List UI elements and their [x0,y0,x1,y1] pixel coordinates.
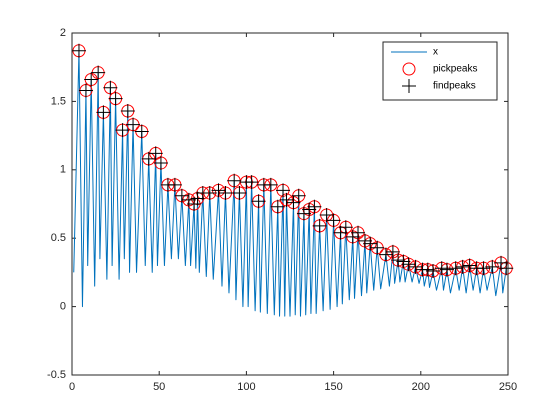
peak-plus [190,191,205,206]
peak-plus [363,236,378,251]
y-tick-label: 0 [60,301,66,313]
x-tick-label: 200 [412,381,430,393]
peak-plus [148,146,163,161]
peak-plus [108,91,123,106]
y-tick-label: -0.5 [47,369,66,381]
peak-plus [401,257,416,272]
peak-plus [227,173,242,188]
x-tick-label: 50 [153,381,165,393]
peak-plus [333,225,348,240]
peak-plus [357,233,372,248]
peak-plus [174,188,189,203]
peak-plus [408,259,423,274]
legend-swatch [402,79,416,93]
peak-plus [291,188,306,203]
peak-plus [302,202,317,217]
y-tick-label: 1.5 [51,95,66,107]
signal-line [73,50,507,317]
peak-plus [134,124,149,139]
x-tick-label: 150 [324,381,342,393]
peak-plus [391,253,406,268]
peak-plus [370,240,385,255]
x-tick-label: 0 [69,381,75,393]
peak-plus [187,197,202,211]
peak-plus [126,117,141,132]
y-tick-label: 1 [60,164,66,176]
peak-plus [385,244,400,259]
peak-plus [494,255,509,270]
peak-plus [251,194,266,209]
legend-swatch [402,62,416,76]
peak-plus [326,213,341,228]
peak-plus [103,80,118,95]
peak-plus [296,206,311,221]
peak-plus [91,65,106,80]
peak-plus [84,72,99,87]
y-tick-label: 2 [60,27,66,39]
peak-plus [319,207,334,222]
legend: x pickpeaks findpeaks [382,41,498,101]
peak-plus [439,262,454,277]
peak-plus [338,220,353,235]
peak-plus [378,247,393,262]
peak-plus [420,262,435,277]
x-tick-label: 100 [237,381,255,393]
peak-plus [345,229,360,244]
peak-plus [279,192,294,207]
peak-plus [120,103,135,118]
legend-label: pickpeaks [433,64,477,75]
legend-label: x [433,47,438,58]
peak-plus [167,177,182,192]
peak-plus [270,199,285,214]
peak-plus [396,254,411,269]
x-tick-label: 250 [499,381,517,393]
peak-plus [115,123,130,138]
peak-plus [462,258,477,273]
peak-plus [141,151,156,166]
peak-plus [499,261,514,276]
peak-plus [276,183,291,198]
peak-plus [211,183,226,198]
peak-plus [263,177,278,192]
peak-plus [218,186,233,201]
peak-plus [312,218,327,233]
peak-plus [202,186,217,201]
peak-plus [181,192,196,207]
y-tick-label: 0.5 [51,232,66,244]
peak-plus [232,186,247,201]
peak-plus [448,261,463,276]
peak-plus [485,259,500,274]
peak-plus [286,195,301,210]
peak-plus [71,43,86,58]
peak-plus [351,225,366,240]
peak-plus [244,175,259,190]
peak-plus [96,105,111,120]
peak-plus [78,83,93,98]
peak-plus [434,261,449,276]
axes-box [71,32,509,376]
peak-plus [307,199,322,214]
peak-plus [476,261,491,276]
peak-plus [455,259,470,274]
peak-plus [426,264,441,279]
peak-plus [153,155,168,170]
legend-label: findpeaks [433,81,476,92]
